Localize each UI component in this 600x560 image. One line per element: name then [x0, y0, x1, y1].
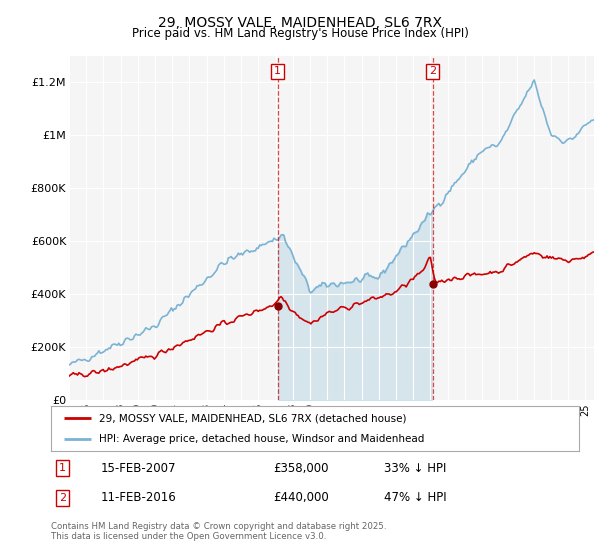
Text: 33% ↓ HPI: 33% ↓ HPI [383, 462, 446, 475]
Text: Price paid vs. HM Land Registry's House Price Index (HPI): Price paid vs. HM Land Registry's House … [131, 27, 469, 40]
Text: 11-FEB-2016: 11-FEB-2016 [101, 491, 177, 504]
Text: £440,000: £440,000 [273, 491, 329, 504]
Text: £358,000: £358,000 [273, 462, 328, 475]
Text: 29, MOSSY VALE, MAIDENHEAD, SL6 7RX (detached house): 29, MOSSY VALE, MAIDENHEAD, SL6 7RX (det… [98, 413, 406, 423]
Text: 1: 1 [274, 67, 281, 77]
Text: 2: 2 [429, 67, 436, 77]
Text: Contains HM Land Registry data © Crown copyright and database right 2025.
This d: Contains HM Land Registry data © Crown c… [51, 522, 386, 542]
Text: 15-FEB-2007: 15-FEB-2007 [101, 462, 176, 475]
Text: 47% ↓ HPI: 47% ↓ HPI [383, 491, 446, 504]
Text: 1: 1 [59, 463, 66, 473]
Text: HPI: Average price, detached house, Windsor and Maidenhead: HPI: Average price, detached house, Wind… [98, 433, 424, 444]
Text: 2: 2 [59, 493, 66, 503]
Text: 29, MOSSY VALE, MAIDENHEAD, SL6 7RX: 29, MOSSY VALE, MAIDENHEAD, SL6 7RX [158, 16, 442, 30]
